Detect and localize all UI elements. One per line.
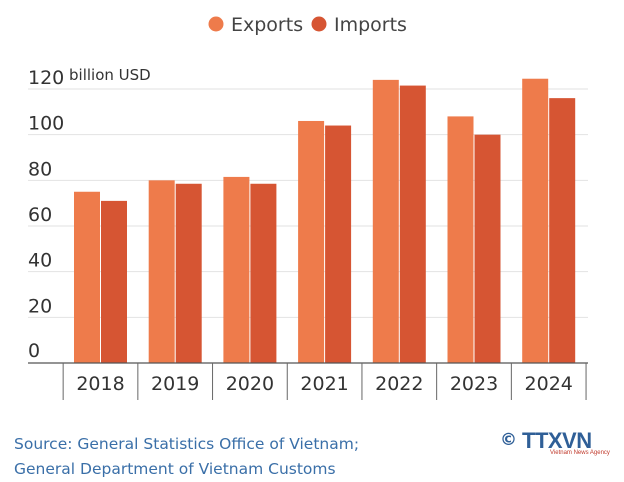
source-note: Source: General Statistics Office of Vie… xyxy=(14,432,359,482)
x-tick-label: 2020 xyxy=(226,373,274,395)
bar-exports-2021 xyxy=(298,120,325,363)
bars xyxy=(74,78,576,364)
bar-exports-2020 xyxy=(223,176,250,363)
legend-label-exports: Exports xyxy=(231,14,303,36)
bar-exports-2022 xyxy=(372,79,399,363)
y-tick-label: 120 xyxy=(28,67,64,89)
bar-imports-2023 xyxy=(474,134,501,363)
x-axis: 2018 2019 2020 2021 2022 2023 2024 xyxy=(28,362,588,400)
bar-imports-2024 xyxy=(549,98,576,363)
legend-label-imports: Imports xyxy=(334,14,407,36)
x-tick-label: 2021 xyxy=(300,373,348,395)
y-tick-label: 100 xyxy=(28,113,64,135)
bar-imports-2018 xyxy=(101,200,127,363)
x-tick-label: 2022 xyxy=(375,373,423,395)
bar-imports-2019 xyxy=(175,183,202,363)
legend-marker-imports xyxy=(311,16,327,32)
y-tick-label: 60 xyxy=(28,204,52,226)
bar-imports-2021 xyxy=(325,125,352,364)
bar-imports-2022 xyxy=(399,85,426,363)
x-tick-label: 2019 xyxy=(151,373,199,395)
source-line-1: Source: General Statistics Office of Vie… xyxy=(14,435,360,453)
copyright-icon: © xyxy=(500,430,517,450)
bar-imports-2020 xyxy=(250,183,277,363)
y-axis-unit-label: billion USD xyxy=(69,66,151,84)
y-tick-label: 0 xyxy=(28,340,40,362)
logo-name: TTXVN xyxy=(522,428,592,453)
source-line-2: General Department of Vietnam Customs xyxy=(14,460,336,478)
ttxvn-logo: © TTXVN Vietnam News Agency xyxy=(500,428,616,458)
y-tick-label: 40 xyxy=(28,250,52,272)
legend-marker-exports xyxy=(208,16,224,32)
logo-subtitle: Vietnam News Agency xyxy=(550,450,610,456)
bar-exports-2023 xyxy=(447,116,474,364)
y-tick-label: 80 xyxy=(28,158,52,180)
bar-exports-2019 xyxy=(148,180,175,363)
legend: Exports Imports xyxy=(208,14,407,36)
y-tick-label: 20 xyxy=(28,295,52,317)
x-tick-label: 2024 xyxy=(525,373,573,395)
x-tick-label: 2023 xyxy=(450,373,498,395)
x-tick-label: 2018 xyxy=(76,373,124,395)
bar-exports-2024 xyxy=(522,78,549,363)
chart: Exports Imports 0 20 40 60 80 100 120 billion U… xyxy=(28,14,588,400)
bar-exports-2018 xyxy=(74,191,100,363)
y-axis-ticks: 0 20 40 60 80 100 120 xyxy=(28,67,64,362)
